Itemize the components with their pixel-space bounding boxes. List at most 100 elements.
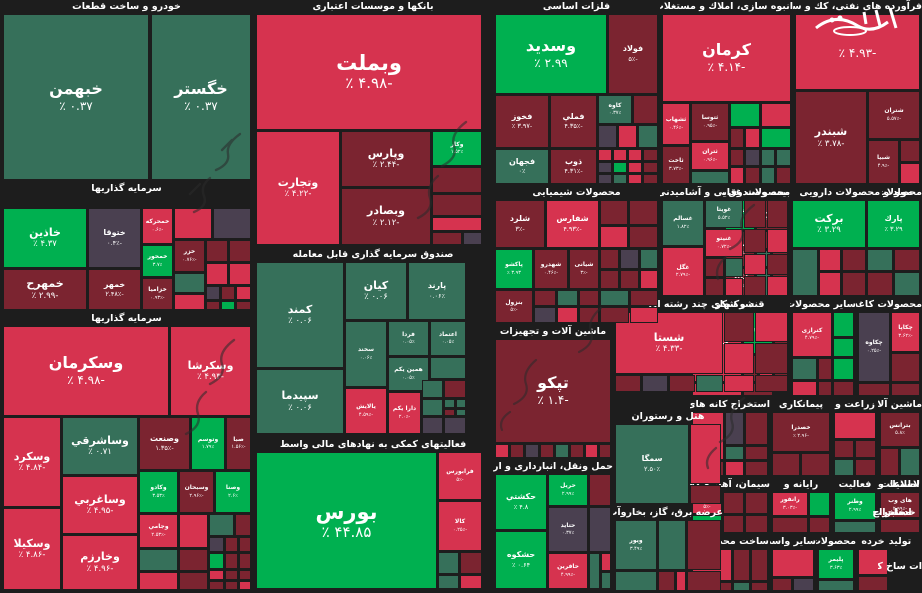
- stock-cell-unlabeled[interactable]: [792, 381, 817, 396]
- stock-cell-unlabeled[interactable]: [600, 226, 628, 248]
- stock-cell-unlabeled[interactable]: [620, 270, 639, 289]
- stock-cell-unlabeled[interactable]: -۴.۹۳ ٪: [795, 14, 920, 90]
- stock-cell-unlabeled[interactable]: [687, 520, 721, 570]
- stock-cell-unlabeled[interactable]: [858, 549, 888, 575]
- stock-cell[interactable]: فولاد -۵٪: [608, 14, 658, 94]
- stock-cell-unlabeled[interactable]: [834, 459, 854, 476]
- stock-cell[interactable]: بنزول -۵٪: [495, 290, 533, 323]
- stock-cell-unlabeled[interactable]: [658, 571, 675, 591]
- stock-cell[interactable]: وصنا ۲.۶٪: [215, 471, 251, 513]
- stock-cell[interactable]: کیان ۰.۰۶ ٪: [345, 262, 407, 320]
- stock-cell-unlabeled[interactable]: [744, 229, 766, 253]
- stock-cell[interactable]: غویتا ۵.۵۲٪: [705, 200, 743, 228]
- stock-cell[interactable]: وسکرد -۴.۸۴ ٪: [3, 417, 61, 507]
- stock-cell-unlabeled[interactable]: [525, 444, 539, 458]
- stock-cell-unlabeled[interactable]: [705, 278, 724, 296]
- stock-cell-unlabeled[interactable]: [579, 307, 599, 323]
- stock-cell-unlabeled[interactable]: [894, 272, 920, 296]
- stock-cell-unlabeled[interactable]: [600, 270, 619, 289]
- stock-cell-unlabeled[interactable]: [456, 399, 466, 408]
- stock-cell-unlabeled[interactable]: [690, 424, 721, 484]
- stock-cell-unlabeled[interactable]: [809, 492, 830, 516]
- stock-cell[interactable]: ثاخت -۳.۷۳٪: [662, 146, 690, 184]
- stock-cell[interactable]: اعتماد ۰.۰۵٪: [430, 321, 466, 356]
- stock-cell[interactable]: وصنعت -۱.۳۵٪: [139, 417, 190, 470]
- stock-cell-unlabeled[interactable]: [744, 254, 766, 275]
- stock-cell-unlabeled[interactable]: [555, 444, 569, 458]
- stock-cell-unlabeled[interactable]: [643, 149, 658, 161]
- stock-cell-unlabeled[interactable]: [430, 357, 466, 379]
- stock-cell[interactable]: پارند ۰.۰۶٪: [408, 262, 466, 320]
- stock-cell-unlabeled[interactable]: [579, 290, 599, 306]
- stock-cell-unlabeled[interactable]: [772, 549, 814, 577]
- stock-cell-unlabeled[interactable]: [834, 412, 876, 439]
- stock-cell-unlabeled[interactable]: [460, 575, 482, 589]
- stock-cell-unlabeled[interactable]: [833, 338, 854, 357]
- stock-cell-unlabeled[interactable]: [745, 446, 768, 460]
- stock-cell[interactable]: فخوز -۳.۹۷ ٪: [495, 95, 549, 148]
- stock-cell[interactable]: ختوقا -۰.۴٪: [88, 208, 141, 268]
- stock-cell-unlabeled[interactable]: [730, 128, 744, 148]
- stock-cell-unlabeled[interactable]: [432, 232, 462, 245]
- stock-cell[interactable]: برکت ۳.۲۹ ٪: [792, 200, 866, 248]
- stock-cell-unlabeled[interactable]: [705, 258, 724, 277]
- stock-cell-unlabeled[interactable]: [510, 444, 524, 458]
- stock-cell[interactable]: خمهر -۲.۴۸٪: [88, 269, 141, 310]
- stock-cell-unlabeled[interactable]: [206, 286, 220, 300]
- stock-cell[interactable]: بورس ۴۴.۸۵ ٪: [256, 452, 437, 589]
- stock-cell[interactable]: وبملت -۴.۹۸ ٪: [256, 14, 482, 130]
- stock-cell[interactable]: بترانس ۵.۸٪: [880, 412, 920, 447]
- stock-cell-unlabeled[interactable]: [745, 128, 760, 148]
- stock-cell-unlabeled[interactable]: [818, 580, 854, 591]
- stock-cell-unlabeled[interactable]: [534, 290, 556, 306]
- stock-cell-unlabeled[interactable]: [755, 375, 788, 392]
- stock-cell-unlabeled[interactable]: [463, 232, 482, 245]
- stock-cell-unlabeled[interactable]: [725, 412, 744, 445]
- stock-cell-unlabeled[interactable]: [640, 270, 658, 289]
- stock-cell-unlabeled[interactable]: [139, 549, 178, 571]
- stock-cell-unlabeled[interactable]: [239, 553, 251, 569]
- stock-cell-unlabeled[interactable]: [744, 200, 766, 228]
- stock-cell-unlabeled[interactable]: [236, 301, 251, 310]
- stock-cell-unlabeled[interactable]: [629, 200, 658, 225]
- stock-cell-unlabeled[interactable]: [630, 307, 658, 323]
- stock-cell[interactable]: چکاوه -۰.۲۵٪: [858, 312, 890, 382]
- stock-cell-unlabeled[interactable]: [600, 249, 619, 269]
- stock-cell-unlabeled[interactable]: [723, 515, 744, 533]
- stock-cell[interactable]: وتجارت -۴.۲۲ ٪: [256, 131, 340, 245]
- stock-cell[interactable]: وسکرمان -۴.۹۸ ٪: [3, 326, 169, 416]
- stock-cell-unlabeled[interactable]: [598, 162, 612, 173]
- stock-cell[interactable]: یالایش -۴.۵۹٪: [345, 388, 387, 434]
- stock-cell-unlabeled[interactable]: [601, 553, 611, 571]
- stock-cell-unlabeled[interactable]: [767, 254, 788, 275]
- stock-cell-unlabeled[interactable]: [179, 549, 208, 571]
- stock-cell-unlabeled[interactable]: [495, 444, 509, 458]
- stock-cell-unlabeled[interactable]: [225, 537, 238, 552]
- stock-cell-unlabeled[interactable]: [900, 448, 920, 476]
- stock-cell[interactable]: همین یکم ۰.۰۵٪: [388, 357, 429, 391]
- stock-cell-unlabeled[interactable]: [444, 409, 455, 416]
- stock-cell-unlabeled[interactable]: [772, 578, 792, 591]
- stock-cell[interactable]: رانفور -۳.۰۳٪: [772, 492, 808, 516]
- stock-cell[interactable]: شهدرو -۰.۴۶٪: [534, 249, 568, 289]
- stock-cell-unlabeled[interactable]: [179, 572, 208, 590]
- stock-cell-unlabeled[interactable]: [213, 208, 251, 239]
- stock-cell[interactable]: غنیتو -۰.۷۲٪: [705, 229, 743, 257]
- stock-cell-unlabeled[interactable]: [725, 446, 744, 460]
- stock-cell-unlabeled[interactable]: [858, 576, 888, 591]
- stock-cell-unlabeled[interactable]: [534, 307, 556, 323]
- stock-cell-unlabeled[interactable]: [891, 353, 920, 382]
- stock-cell[interactable]: وبصادر -۲.۱۲ ٪: [341, 188, 431, 245]
- stock-cell[interactable]: شبیا -۴.۹٪: [868, 140, 899, 184]
- stock-cell-unlabeled[interactable]: [209, 537, 224, 552]
- stock-cell-unlabeled[interactable]: [880, 448, 899, 476]
- stock-cell-unlabeled[interactable]: [834, 440, 854, 458]
- stock-cell-unlabeled[interactable]: [557, 307, 578, 323]
- stock-cell-unlabeled[interactable]: [767, 200, 788, 228]
- stock-cell-unlabeled[interactable]: [730, 149, 744, 166]
- stock-cell[interactable]: خبهمن ۰.۳۷ ٪: [3, 14, 149, 180]
- stock-cell-unlabeled[interactable]: [460, 552, 482, 574]
- stock-cell-unlabeled[interactable]: [834, 521, 876, 533]
- stock-cell-unlabeled[interactable]: [891, 383, 920, 396]
- stock-cell[interactable]: حتاید ۰.۳۷٪: [548, 507, 588, 552]
